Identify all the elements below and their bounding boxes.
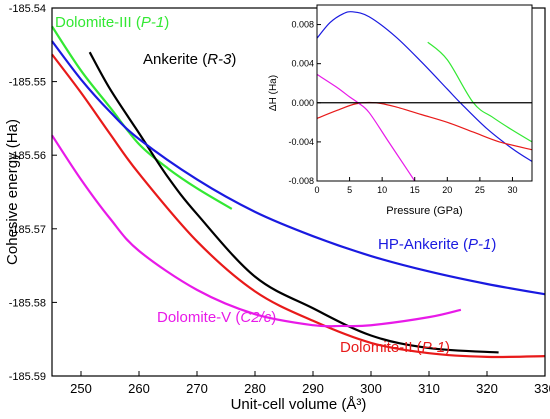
inset-background [317, 5, 532, 181]
series-line-hp-ankerite [51, 40, 546, 296]
series-line-ankerite [88, 51, 499, 354]
inset-y-tick-label: 0.000 [291, 98, 314, 108]
series-label-hp-ankerite: HP-Ankerite (P-1) [378, 236, 496, 253]
inset-x-tick-label: 25 [475, 185, 485, 195]
inset-x-tick-label: 10 [377, 185, 387, 195]
inset-y-tick-label: 0.004 [291, 59, 314, 69]
inset-series-line-2 [316, 101, 533, 151]
main-series-labels: Dolomite-III (P-1) Ankerite (R-3) HP-Anker… [55, 14, 496, 356]
x-tick-label: 250 [70, 381, 92, 396]
inset-x-tick-label: 0 [314, 185, 319, 195]
inset-y-tick-label: -0.004 [288, 137, 314, 147]
series-label-dolomite-v: Dolomite-V (C2/c) [157, 309, 276, 326]
series-line-dolomite-v [51, 134, 462, 328]
y-axis-label: Cohesive energy (Ha) [4, 119, 21, 265]
series-line-dolomite-ii [51, 53, 546, 359]
main-plot: 250260270280290300310320330-185.54-185.5… [4, 3, 550, 413]
inset-y-tick-label: 0.008 [291, 20, 314, 30]
x-tick-label: 260 [128, 381, 150, 396]
inset-x-tick-label: 30 [507, 185, 517, 195]
inset-y-tick-label: -0.008 [288, 176, 314, 186]
inset-series-line-0 [316, 11, 533, 162]
series-label-ankerite: Ankerite (R-3) [143, 51, 236, 68]
inset-x-axis-label: Pressure (GPa) [386, 205, 462, 217]
inset-series-line-1 [427, 41, 533, 143]
x-tick-label: 310 [418, 381, 440, 396]
y-tick-label: -185.57 [9, 224, 46, 236]
y-tick-label: -185.59 [9, 371, 46, 383]
y-tick-label: -185.56 [9, 150, 46, 162]
inset-plot: 0 5 10 15 20 25 30 0.008 0.004 0.000 -0.004 -0.008 P… [268, 4, 533, 217]
y-tick-label: -185.55 [9, 77, 46, 89]
inset-x-tick-label: 15 [410, 185, 420, 195]
x-tick-label: 300 [360, 381, 382, 396]
inset-y-axis-label: ΔH (Ha) [268, 75, 279, 111]
x-tick-label: 320 [476, 381, 498, 396]
x-tick-label: 280 [244, 381, 266, 396]
x-tick-label: 290 [302, 381, 324, 396]
x-axis-label: Unit-cell volume (Å³) [231, 396, 367, 413]
series-label-dolomite-iii: Dolomite-III (P-1) [55, 14, 169, 31]
inset-frame [316, 4, 533, 182]
plot-frame [51, 7, 546, 377]
inset-x-tick-label: 5 [347, 185, 352, 195]
y-tick-label: -185.54 [9, 3, 46, 15]
x-tick-label: 330 [534, 381, 550, 396]
series-label-dolomite-ii: Dolomite-II (P-1) [340, 339, 450, 356]
inset-x-tick-label: 20 [442, 185, 452, 195]
series-line-dolomite-iii [51, 25, 233, 210]
x-tick-label: 270 [186, 381, 208, 396]
y-tick-label: -185.58 [9, 297, 46, 309]
inset-series-line-3 [316, 73, 416, 182]
